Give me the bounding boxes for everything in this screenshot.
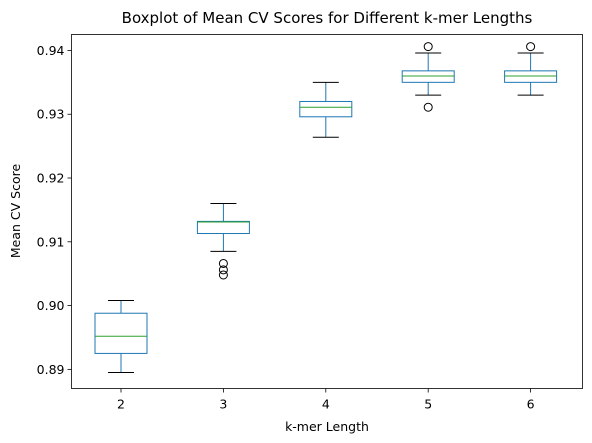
x-tick-label: 6	[527, 397, 535, 412]
x-axis: 2 3 4 5 6	[117, 388, 535, 412]
box-3	[196, 203, 250, 280]
y-tick-label: 0.90	[37, 298, 65, 313]
y-axis-label: Mean CV Score	[8, 164, 23, 259]
outlier-point	[423, 102, 433, 112]
outlier-point	[526, 42, 536, 52]
outlier-point	[423, 42, 433, 52]
y-tick-label: 0.92	[37, 171, 65, 186]
y-tick-label: 0.91	[37, 234, 65, 249]
box-iqr	[504, 70, 558, 83]
outlier-point	[218, 270, 228, 280]
x-tick-label: 5	[424, 397, 432, 412]
box-iqr	[196, 220, 250, 235]
x-tick-label: 4	[322, 397, 330, 412]
box-iqr	[299, 100, 353, 118]
outlier-point	[218, 258, 228, 268]
x-tick-label: 3	[219, 397, 227, 412]
x-axis-label: k-mer Length	[285, 419, 369, 434]
outlier-point	[218, 265, 228, 275]
y-tick-label: 0.89	[37, 362, 65, 377]
y-axis: 0.89 0.90 0.91 0.92 0.93 0.94	[37, 43, 72, 377]
box-iqr	[94, 312, 148, 354]
chart-title: Boxplot of Mean CV Scores for Different …	[122, 9, 533, 27]
y-tick-label: 0.93	[37, 107, 65, 122]
x-tick-label: 2	[117, 397, 125, 412]
y-tick-label: 0.94	[37, 43, 65, 58]
boxes-group	[94, 42, 558, 374]
box-2	[94, 299, 148, 374]
box-6	[504, 42, 558, 96]
box-4	[299, 81, 353, 138]
box-5	[401, 42, 455, 112]
box-iqr	[401, 70, 455, 83]
plot-area-frame	[71, 34, 583, 389]
